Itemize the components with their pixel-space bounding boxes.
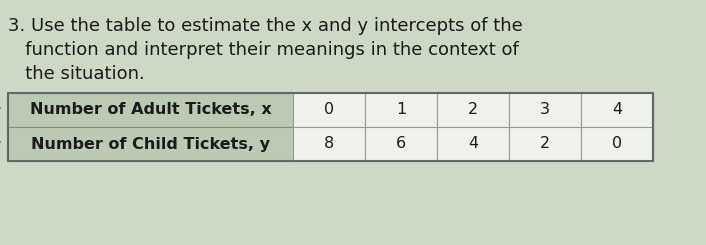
Text: Number of Adult Tickets, x: Number of Adult Tickets, x — [30, 102, 271, 118]
Text: Number of Child Tickets, y: Number of Child Tickets, y — [31, 136, 270, 151]
Text: 2: 2 — [468, 102, 478, 118]
Text: 6: 6 — [396, 136, 406, 151]
Text: 4: 4 — [468, 136, 478, 151]
Text: 2: 2 — [540, 136, 550, 151]
Bar — [365, 127, 437, 161]
Text: 1: 1 — [396, 102, 406, 118]
Text: •: • — [0, 137, 2, 150]
Text: the situation.: the situation. — [8, 65, 145, 83]
Bar — [437, 93, 509, 127]
Text: 8: 8 — [324, 136, 334, 151]
Bar — [437, 127, 509, 161]
Text: 3: 3 — [540, 102, 550, 118]
Text: 4: 4 — [612, 102, 622, 118]
Bar — [509, 93, 581, 127]
Text: •: • — [0, 103, 2, 117]
Bar — [293, 127, 365, 161]
Text: 0: 0 — [324, 102, 334, 118]
Text: 3. Use the table to estimate the x and y intercepts of the: 3. Use the table to estimate the x and y… — [8, 17, 522, 35]
Bar — [581, 93, 653, 127]
Bar — [8, 93, 653, 161]
Bar — [509, 127, 581, 161]
Text: function and interpret their meanings in the context of: function and interpret their meanings in… — [8, 41, 519, 59]
Bar — [365, 93, 437, 127]
Bar — [8, 127, 293, 161]
Bar — [8, 93, 293, 127]
Text: 0: 0 — [612, 136, 622, 151]
Bar — [581, 127, 653, 161]
Bar — [293, 93, 365, 127]
